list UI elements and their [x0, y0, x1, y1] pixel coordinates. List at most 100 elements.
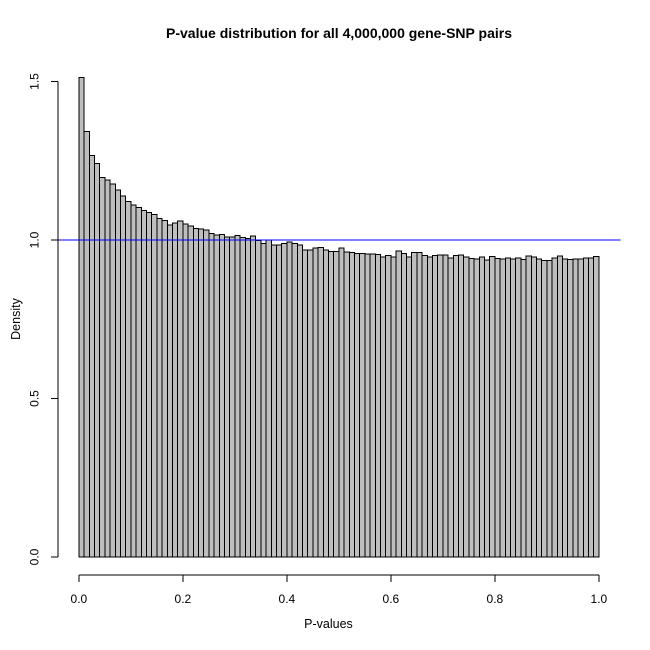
histogram-bar: [177, 220, 184, 558]
histogram-bar: [588, 257, 595, 558]
histogram-bar: [541, 260, 548, 558]
histogram-bar: [187, 225, 194, 558]
histogram-bar: [510, 258, 517, 558]
histogram-bar: [364, 253, 371, 558]
histogram-bar: [494, 257, 501, 558]
histogram-bar: [385, 255, 392, 558]
x-tick-label: 0.4: [279, 592, 296, 606]
histogram-bar: [229, 236, 236, 558]
histogram-bar: [395, 250, 402, 558]
histogram-bar: [458, 254, 465, 558]
histogram-bar: [473, 258, 480, 558]
histogram-bar: [452, 255, 459, 558]
histogram-bar: [369, 253, 376, 558]
histogram-bar: [520, 259, 527, 558]
histogram-bar: [468, 257, 475, 558]
histogram-bar: [130, 204, 137, 558]
x-tick-label: 1.0: [591, 592, 608, 606]
histogram-bar: [530, 256, 537, 558]
histogram-bar: [244, 237, 252, 558]
histogram-bar: [567, 259, 574, 558]
histogram-bar: [463, 256, 470, 558]
histogram-bar: [99, 177, 106, 558]
x-tick-label: 0.2: [175, 592, 192, 606]
histogram-bar: [302, 249, 309, 558]
histogram-bar: [328, 251, 335, 558]
histogram-bar: [213, 234, 220, 558]
histogram-bar: [260, 242, 267, 558]
histogram-bar: [234, 234, 241, 558]
histogram-bar: [400, 252, 407, 558]
histogram-bar: [146, 212, 153, 558]
histogram-bar: [161, 219, 168, 558]
histogram-bar: [333, 251, 340, 558]
histogram-bar: [270, 244, 277, 558]
histogram-bar: [94, 163, 101, 558]
histogram-bar: [411, 251, 418, 558]
histogram-bar: [125, 201, 132, 558]
histogram-bar: [390, 256, 397, 558]
histogram-bar: [432, 255, 439, 558]
histogram-bar: [151, 213, 158, 558]
histogram-bar: [437, 254, 444, 558]
histogram-bar: [218, 234, 226, 558]
histogram-bar: [208, 232, 215, 558]
x-tick-label: 0.8: [487, 592, 504, 606]
histogram-bar: [281, 242, 288, 558]
histogram-bar: [577, 258, 584, 558]
x-axis-label: P-values: [304, 617, 353, 631]
histogram-bar: [307, 249, 314, 558]
histogram-bar: [88, 155, 96, 558]
histogram-bar: [348, 252, 355, 558]
histogram-bar: [276, 244, 283, 558]
histogram-bar: [198, 228, 205, 558]
histogram-bar: [286, 241, 293, 558]
histogram-bar: [291, 242, 298, 558]
histogram-bar: [317, 246, 324, 558]
histogram-bar: [265, 239, 272, 558]
histogram-bar: [572, 258, 579, 558]
x-tick-label: 0.6: [383, 592, 400, 606]
histogram-bar: [406, 256, 413, 558]
histogram-bar: [182, 223, 189, 558]
histogram-bar: [499, 258, 506, 558]
histogram-bar: [239, 236, 246, 558]
histogram-bar: [296, 244, 303, 558]
y-axis-label: Density: [9, 298, 23, 340]
histogram-bar: [120, 195, 127, 558]
histogram-bar: [166, 224, 174, 558]
histogram-bar: [551, 257, 558, 558]
histogram-bar: [536, 258, 543, 558]
histogram-bar: [546, 260, 553, 558]
histogram-bar: [338, 247, 345, 558]
histogram-bar: [484, 259, 491, 558]
histogram-bar: [114, 189, 122, 558]
histogram-bar: [203, 229, 210, 558]
histogram-bar: [354, 252, 361, 558]
histogram-bar: [515, 257, 522, 558]
histogram-bar: [359, 252, 366, 558]
histogram-bar: [489, 255, 496, 558]
histogram-bar: [104, 179, 111, 558]
y-tick-label: 0.0: [28, 548, 42, 565]
histogram-bar: [172, 222, 179, 558]
y-tick-label: 0.5: [28, 390, 42, 407]
histogram-bar: [504, 257, 511, 558]
histogram-bar: [556, 255, 563, 558]
histogram-bar: [192, 227, 200, 558]
histogram-bar: [343, 251, 350, 558]
histogram-bar: [380, 256, 387, 558]
histogram-bar: [135, 206, 142, 558]
histogram-bar: [140, 210, 148, 558]
histogram-bar: [593, 255, 600, 558]
histogram-bar: [83, 131, 90, 558]
histogram-bar: [525, 255, 532, 558]
histogram-bar: [582, 257, 589, 558]
histogram-bar: [478, 256, 485, 558]
histogram-bar: [322, 249, 329, 558]
histogram-bar: [426, 256, 433, 558]
histogram-bar: [374, 253, 381, 558]
y-tick-label: 1.5: [28, 73, 42, 90]
